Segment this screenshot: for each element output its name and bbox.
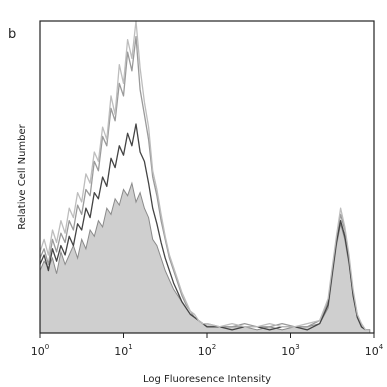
x-tick-label: 104: [365, 343, 384, 358]
x-tick-label: 101: [114, 343, 132, 358]
x-axis-ticks: 100 101 102 103 104: [31, 333, 384, 358]
x-tick-label: 102: [198, 343, 216, 358]
x-axis-label: Log Fluoresence Intensity: [143, 374, 271, 385]
series-control-filled-area: [39, 181, 371, 334]
series-stained-2-line: [39, 123, 370, 331]
plot-area: [39, 20, 371, 334]
series-stained-3-line: [39, 20, 370, 331]
x-tick-label: 103: [281, 343, 299, 358]
y-axis-label: Relative Cell Number: [17, 123, 28, 229]
x-tick-label: 100: [31, 343, 49, 358]
panel-letter: b: [8, 27, 16, 42]
